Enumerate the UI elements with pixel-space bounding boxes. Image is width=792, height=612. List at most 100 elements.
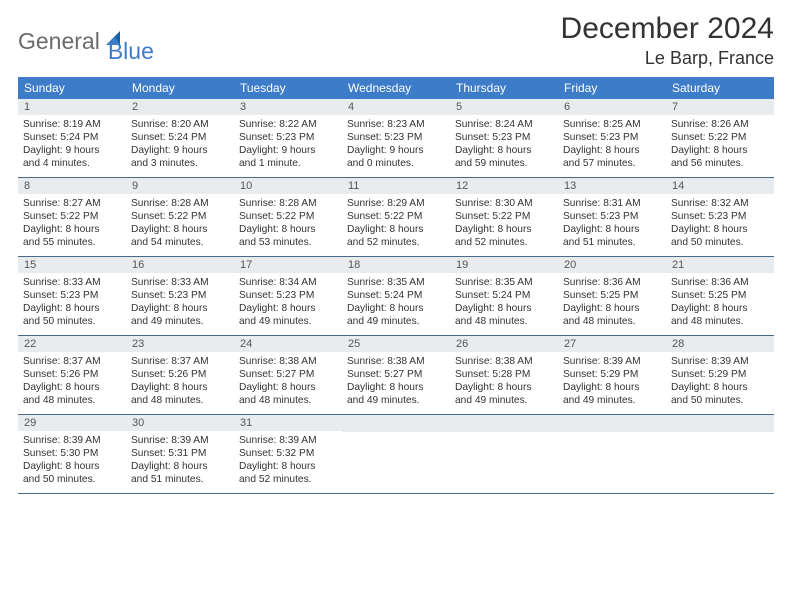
day-cell: 24Sunrise: 8:38 AMSunset: 5:27 PMDayligh… [234, 336, 342, 414]
week-row: 29Sunrise: 8:39 AMSunset: 5:30 PMDayligh… [18, 415, 774, 494]
day-cell: 28Sunrise: 8:39 AMSunset: 5:29 PMDayligh… [666, 336, 774, 414]
day-number: 14 [666, 178, 774, 194]
day-info-line: and 3 minutes. [131, 157, 229, 170]
day-cell: 9Sunrise: 8:28 AMSunset: 5:22 PMDaylight… [126, 178, 234, 256]
day-cell [666, 415, 774, 493]
day-info-line: Sunset: 5:25 PM [563, 289, 661, 302]
title-block: December 2024 Le Barp, France [561, 12, 774, 69]
day-info-line: Sunrise: 8:35 AM [455, 276, 553, 289]
day-info-line: Sunset: 5:22 PM [23, 210, 121, 223]
day-cell: 4Sunrise: 8:23 AMSunset: 5:23 PMDaylight… [342, 99, 450, 177]
day-cell: 11 Sunrise: 8:29 AMSunset: 5:22 PMDayligh… [342, 178, 450, 256]
day-info-line: Sunset: 5:23 PM [563, 210, 661, 223]
day-info-line: Sunrise: 8:28 AM [131, 197, 229, 210]
day-info-line: Sunrise: 8:39 AM [23, 434, 121, 447]
day-cell: 21Sunrise: 8:36 AMSunset: 5:25 PMDayligh… [666, 257, 774, 335]
day-cell: 7Sunrise: 8:26 AMSunset: 5:22 PMDaylight… [666, 99, 774, 177]
day-info-line: Sunrise: 8:34 AM [239, 276, 337, 289]
day-info-line: Daylight: 9 hours [131, 144, 229, 157]
day-info-line: Sunrise: 8:22 AM [239, 118, 337, 131]
day-info-line: Sunrise: 8:36 AM [563, 276, 661, 289]
day-info-line: Sunrise: 8:38 AM [455, 355, 553, 368]
day-info-line: Sunset: 5:22 PM [347, 210, 445, 223]
day-info-line: Sunset: 5:23 PM [239, 131, 337, 144]
day-info-line: Sunset: 5:23 PM [239, 289, 337, 302]
day-cell: 23Sunrise: 8:37 AMSunset: 5:26 PMDayligh… [126, 336, 234, 414]
day-info-line: Sunrise: 8:29 AM [347, 197, 445, 210]
day-info-line: and 50 minutes. [23, 473, 121, 486]
day-info-line: and 57 minutes. [563, 157, 661, 170]
day-cell: 20Sunrise: 8:36 AMSunset: 5:25 PMDayligh… [558, 257, 666, 335]
day-number: 22 [18, 336, 126, 352]
day-info-line: and 48 minutes. [131, 394, 229, 407]
day-info-line: Sunset: 5:25 PM [671, 289, 769, 302]
day-info-line: Sunset: 5:24 PM [455, 289, 553, 302]
day-info-line: Sunset: 5:22 PM [131, 210, 229, 223]
day-cell: 14Sunrise: 8:32 AMSunset: 5:23 PMDayligh… [666, 178, 774, 256]
day-info-line: Sunset: 5:29 PM [671, 368, 769, 381]
logo: General Blue [18, 18, 154, 65]
day-info-line: Sunrise: 8:28 AM [239, 197, 337, 210]
day-of-week-header: SundayMondayTuesdayWednesdayThursdayFrid… [18, 77, 774, 99]
day-number: 12 [450, 178, 558, 194]
day-number: 11 [342, 178, 450, 194]
day-info-line: Daylight: 8 hours [347, 223, 445, 236]
day-info-line: Sunset: 5:23 PM [455, 131, 553, 144]
day-number: 6 [558, 99, 666, 115]
day-info-line: Sunset: 5:24 PM [23, 131, 121, 144]
day-info-line: Sunset: 5:31 PM [131, 447, 229, 460]
day-number: 2 [126, 99, 234, 115]
day-cell: 1Sunrise: 8:19 AMSunset: 5:24 PMDaylight… [18, 99, 126, 177]
day-number: 28 [666, 336, 774, 352]
day-info-line: and 54 minutes. [131, 236, 229, 249]
logo-text-blue: Blue [108, 38, 154, 65]
day-info-line: Sunset: 5:23 PM [23, 289, 121, 302]
day-cell: 30Sunrise: 8:39 AMSunset: 5:31 PMDayligh… [126, 415, 234, 493]
day-info-line: Daylight: 9 hours [347, 144, 445, 157]
day-info-line: Daylight: 8 hours [671, 144, 769, 157]
day-number: 15 [18, 257, 126, 273]
day-info-line: Daylight: 8 hours [131, 381, 229, 394]
day-cell: 29Sunrise: 8:39 AMSunset: 5:30 PMDayligh… [18, 415, 126, 493]
day-number: 16 [126, 257, 234, 273]
day-info-line: and 48 minutes. [23, 394, 121, 407]
day-number: 29 [18, 415, 126, 431]
day-info-line: Sunrise: 8:39 AM [563, 355, 661, 368]
day-cell: 25Sunrise: 8:38 AMSunset: 5:27 PMDayligh… [342, 336, 450, 414]
day-info-line: Sunrise: 8:27 AM [23, 197, 121, 210]
day-info-line: Sunset: 5:23 PM [347, 131, 445, 144]
day-cell: 8Sunrise: 8:27 AMSunset: 5:22 PMDaylight… [18, 178, 126, 256]
day-info-line: Daylight: 8 hours [347, 381, 445, 394]
day-info-line: Sunrise: 8:20 AM [131, 118, 229, 131]
day-cell: 16Sunrise: 8:33 AMSunset: 5:23 PMDayligh… [126, 257, 234, 335]
day-of-week-cell: Thursday [450, 77, 558, 99]
day-info-line: Sunrise: 8:37 AM [23, 355, 121, 368]
day-cell: 19Sunrise: 8:35 AMSunset: 5:24 PMDayligh… [450, 257, 558, 335]
day-info-line: Daylight: 8 hours [563, 223, 661, 236]
day-cell: 5Sunrise: 8:24 AMSunset: 5:23 PMDaylight… [450, 99, 558, 177]
day-info-line: and 1 minute. [239, 157, 337, 170]
day-number: 23 [126, 336, 234, 352]
day-info-line: Daylight: 8 hours [563, 144, 661, 157]
day-info-line: Sunset: 5:32 PM [239, 447, 337, 460]
day-info-line: and 48 minutes. [239, 394, 337, 407]
day-info-line: Sunrise: 8:39 AM [239, 434, 337, 447]
empty-day-band [558, 415, 666, 432]
day-number: 4 [342, 99, 450, 115]
day-info-line: and 51 minutes. [131, 473, 229, 486]
day-cell: 10Sunrise: 8:28 AMSunset: 5:22 PMDayligh… [234, 178, 342, 256]
day-of-week-cell: Tuesday [234, 77, 342, 99]
day-info-line: Sunrise: 8:38 AM [239, 355, 337, 368]
day-info-line: Sunrise: 8:26 AM [671, 118, 769, 131]
day-info-line: Sunset: 5:30 PM [23, 447, 121, 460]
day-cell: 15Sunrise: 8:33 AMSunset: 5:23 PMDayligh… [18, 257, 126, 335]
day-info-line: Sunset: 5:26 PM [23, 368, 121, 381]
day-info-line: Daylight: 9 hours [239, 144, 337, 157]
day-cell: 3Sunrise: 8:22 AMSunset: 5:23 PMDaylight… [234, 99, 342, 177]
day-info-line: Sunrise: 8:39 AM [131, 434, 229, 447]
day-info-line: and 52 minutes. [239, 473, 337, 486]
day-number: 26 [450, 336, 558, 352]
day-info-line: and 50 minutes. [23, 315, 121, 328]
day-info-line: and 56 minutes. [671, 157, 769, 170]
day-info-line: and 52 minutes. [347, 236, 445, 249]
